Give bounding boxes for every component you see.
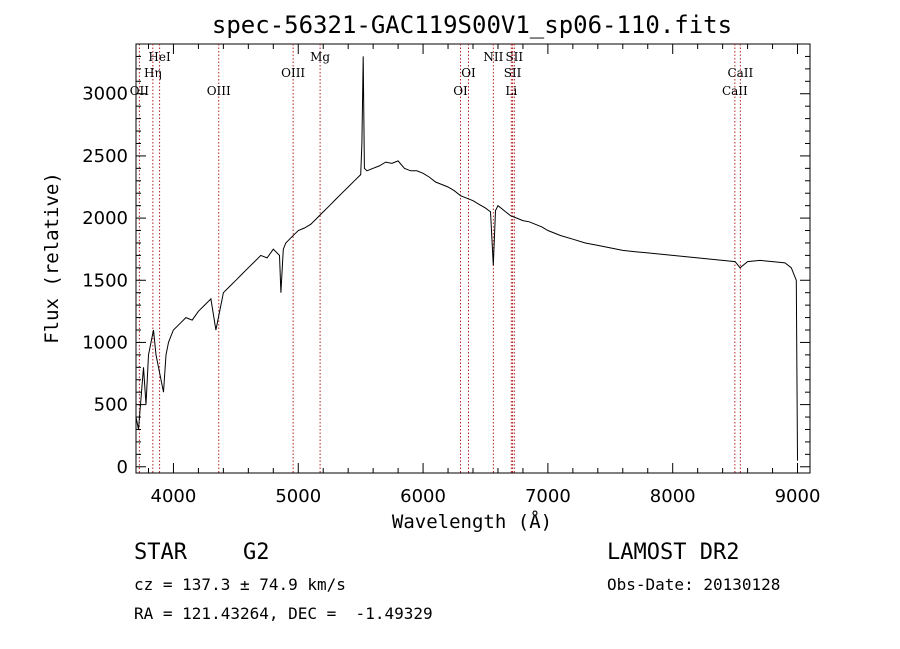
object-subclass: G2	[243, 540, 270, 565]
redshift-text: cz = 137.3 ± 74.9 km/s	[134, 575, 346, 594]
y-axis-label: Flux (relative)	[41, 172, 63, 344]
reference-line-label: Li	[505, 84, 517, 98]
y-axis-ticks: 0 500 1000 1500 2000 2500 3000	[82, 43, 810, 478]
y-tick-label: 1500	[82, 270, 128, 291]
reference-lines	[138, 44, 741, 473]
reference-line-label: Hη	[144, 66, 162, 80]
x-tick-label: 7000	[525, 486, 571, 507]
reference-line-label: OIII	[207, 84, 231, 98]
survey-label: LAMOST DR2	[607, 540, 740, 565]
x-tick-label: 8000	[650, 486, 696, 507]
reference-line-label: OI	[461, 66, 476, 80]
reference-line-label: CaII	[722, 84, 748, 98]
y-tick-label: 0	[117, 457, 128, 478]
reference-line-label: OI	[453, 84, 468, 98]
x-tick-label: 6000	[400, 486, 446, 507]
coordinates-text: RA = 121.43264, DEC = -1.49329	[134, 604, 433, 623]
x-axis-label: Wavelength (Å)	[392, 510, 552, 533]
y-tick-label: 1000	[82, 332, 128, 353]
y-tick-label: 2500	[82, 146, 128, 167]
x-axis-ticks: 4000 5000 6000 7000 8000 9000	[147, 44, 821, 507]
reference-line-labels: OII Hη HeI OIII OIII Mg OI OI NII Li SII SII CaII CaI…	[130, 50, 754, 98]
x-tick-label: 9000	[775, 486, 821, 507]
reference-line-label: HeI	[148, 50, 171, 64]
y-tick-label: 500	[94, 395, 128, 416]
reference-line-label: Mg	[310, 50, 330, 64]
chart-title: spec-56321-GAC119S00V1_sp06-110.fits	[212, 11, 732, 39]
object-class: STAR	[134, 540, 187, 565]
reference-line-label: SII	[505, 50, 523, 64]
obs-date-text: Obs-Date: 20130128	[607, 575, 781, 594]
x-tick-label: 5000	[275, 486, 321, 507]
x-tick-label: 4000	[151, 486, 197, 507]
y-tick-label: 2000	[82, 208, 128, 229]
reference-line-label: SII	[504, 66, 522, 80]
flux-series-line	[135, 56, 798, 461]
reference-line-label: NII	[483, 50, 503, 64]
y-tick-label: 3000	[82, 84, 128, 105]
reference-line-label: OIII	[281, 66, 305, 80]
reference-line-label: CaII	[727, 66, 753, 80]
reference-line-label: OII	[130, 84, 150, 98]
